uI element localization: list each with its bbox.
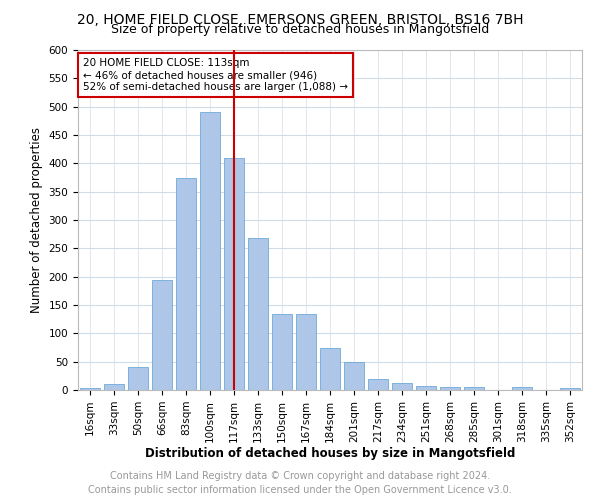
Bar (104, 384, 124, 390)
Bar (344, 362, 364, 390)
Bar (176, 178, 196, 390)
Bar (272, 314, 292, 390)
Text: Contains HM Land Registry data © Crown copyright and database right 2024.
Contai: Contains HM Land Registry data © Crown c… (88, 471, 512, 495)
Text: 20, HOME FIELD CLOSE, EMERSONS GREEN, BRISTOL, BS16 7BH: 20, HOME FIELD CLOSE, EMERSONS GREEN, BR… (77, 12, 523, 26)
Bar (320, 348, 340, 390)
Bar (128, 368, 148, 390)
Bar (152, 280, 172, 390)
Bar (248, 238, 268, 390)
Text: Size of property relative to detached houses in Mangotsfield: Size of property relative to detached ho… (111, 22, 489, 36)
Bar (512, 387, 532, 390)
Bar (296, 314, 316, 390)
Text: 20 HOME FIELD CLOSE: 113sqm
← 46% of detached houses are smaller (946)
52% of se: 20 HOME FIELD CLOSE: 113sqm ← 46% of det… (83, 58, 348, 92)
Bar (560, 388, 580, 390)
Bar (440, 387, 460, 390)
Bar (224, 158, 244, 390)
Y-axis label: Number of detached properties: Number of detached properties (30, 127, 43, 313)
Bar (368, 378, 388, 390)
Bar (416, 386, 436, 390)
Bar (200, 112, 220, 390)
X-axis label: Distribution of detached houses by size in Mangotsfield: Distribution of detached houses by size … (145, 448, 515, 460)
Bar (464, 387, 484, 390)
Bar (80, 388, 100, 390)
Bar (392, 383, 412, 390)
